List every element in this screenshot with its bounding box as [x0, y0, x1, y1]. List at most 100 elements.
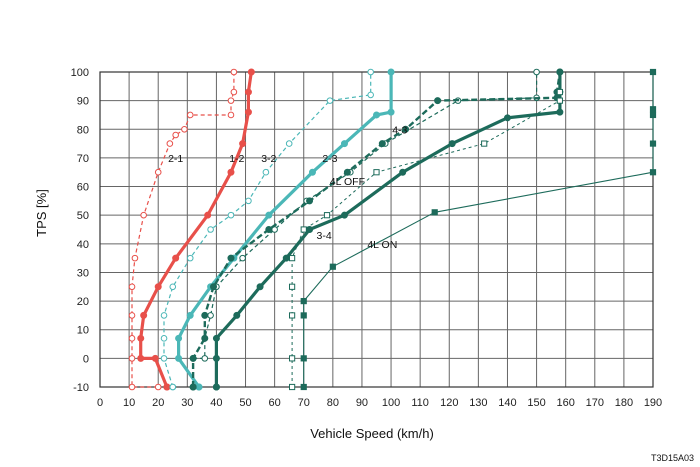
data-point — [378, 140, 386, 148]
data-point — [201, 311, 209, 319]
y-axis-ticks: -10 0 10 20 30 40 50 60 70 80 90 100 — [71, 67, 89, 394]
data-point — [367, 91, 374, 99]
x-axis-ticks: 0 10 20 30 40 50 60 70 80 90 100 110 120 130 140 150 160… — [97, 397, 662, 409]
data-point — [367, 68, 374, 76]
data-point — [160, 312, 168, 319]
data-point — [186, 111, 194, 119]
series-line-6 — [214, 72, 562, 387]
plot-frame — [99, 71, 654, 388]
x-tick-label: 160 — [557, 397, 575, 409]
x-tick-label: 180 — [615, 397, 633, 409]
data-point — [239, 254, 246, 262]
data-point — [128, 355, 136, 362]
data-point — [227, 168, 235, 176]
data-point — [326, 97, 334, 104]
data-point — [169, 383, 177, 391]
y-tick-label: 50 — [77, 210, 89, 222]
data-point — [244, 108, 252, 116]
x-tick-label: 70 — [298, 397, 310, 409]
data-point — [227, 211, 235, 219]
x-tick-label: 40 — [210, 397, 222, 409]
annotation-label: 2-1 — [168, 153, 183, 165]
annotation-label: 4-3 — [392, 124, 407, 136]
data-point — [300, 226, 307, 233]
data-point — [244, 88, 252, 96]
y-tick-label: 70 — [77, 153, 89, 165]
y-tick-label: 30 — [77, 267, 89, 279]
data-point — [212, 383, 220, 391]
data-point — [239, 140, 247, 148]
x-tick-label: 90 — [356, 397, 368, 409]
data-point — [151, 354, 159, 362]
data-point — [399, 168, 407, 176]
data-point — [533, 68, 540, 76]
series-line-2 — [163, 72, 372, 388]
annotation-label: 3-2 — [261, 153, 276, 165]
series-layer — [128, 68, 657, 391]
data-point — [233, 311, 241, 319]
data-point — [154, 383, 162, 391]
data-point — [227, 97, 235, 104]
data-point — [285, 140, 293, 147]
x-tick-label: 140 — [498, 397, 516, 409]
data-point — [300, 355, 307, 362]
x-tick-label: 100 — [382, 397, 400, 409]
annotation-label: 4L ON — [367, 239, 397, 251]
x-tick-label: 170 — [586, 397, 604, 409]
y-tick-label: 20 — [77, 296, 89, 308]
data-point — [128, 335, 136, 342]
data-point — [210, 283, 218, 291]
series-line-0 — [131, 72, 235, 388]
data-point — [434, 97, 442, 105]
data-point — [288, 312, 296, 319]
x-tick-label: 60 — [269, 397, 281, 409]
data-point — [128, 283, 136, 291]
data-point — [140, 311, 148, 319]
data-point — [247, 68, 255, 76]
data-point — [262, 168, 270, 176]
data-point — [169, 283, 177, 291]
y-tick-label: 0 — [83, 353, 89, 365]
data-point — [288, 355, 296, 362]
data-point — [323, 212, 331, 219]
data-point — [256, 283, 264, 291]
data-point — [207, 226, 214, 233]
data-point — [649, 140, 657, 147]
annotation-label: 3-4 — [317, 230, 332, 242]
data-point — [556, 97, 563, 104]
data-point — [160, 355, 168, 362]
x-tick-label: 50 — [239, 397, 251, 409]
x-tick-label: 10 — [123, 397, 135, 409]
x-tick-label: 20 — [152, 397, 164, 409]
data-point — [186, 311, 194, 319]
data-point — [195, 383, 203, 391]
data-point — [329, 263, 336, 270]
data-point — [212, 354, 220, 362]
data-point — [227, 111, 235, 119]
x-tick-label: 120 — [440, 397, 458, 409]
data-point — [154, 283, 162, 291]
data-point — [300, 312, 307, 319]
data-point — [288, 255, 296, 262]
data-point — [163, 383, 171, 391]
data-point — [300, 297, 307, 305]
data-point — [402, 125, 410, 133]
x-tick-label: 0 — [97, 397, 103, 409]
data-point — [265, 226, 273, 233]
x-tick-label: 190 — [644, 397, 662, 409]
figure-code: T3D15A03 — [651, 453, 694, 463]
chart-grid — [99, 71, 654, 388]
data-point — [448, 140, 456, 148]
y-tick-label: -10 — [73, 382, 89, 394]
data-point — [387, 108, 395, 116]
data-point — [649, 111, 657, 119]
data-point — [373, 111, 380, 119]
data-point — [207, 312, 214, 319]
data-point — [137, 354, 145, 362]
data-point — [288, 383, 296, 391]
x-tick-label: 80 — [327, 397, 339, 409]
data-point — [308, 168, 316, 176]
data-point — [131, 254, 139, 262]
data-point — [172, 254, 180, 262]
